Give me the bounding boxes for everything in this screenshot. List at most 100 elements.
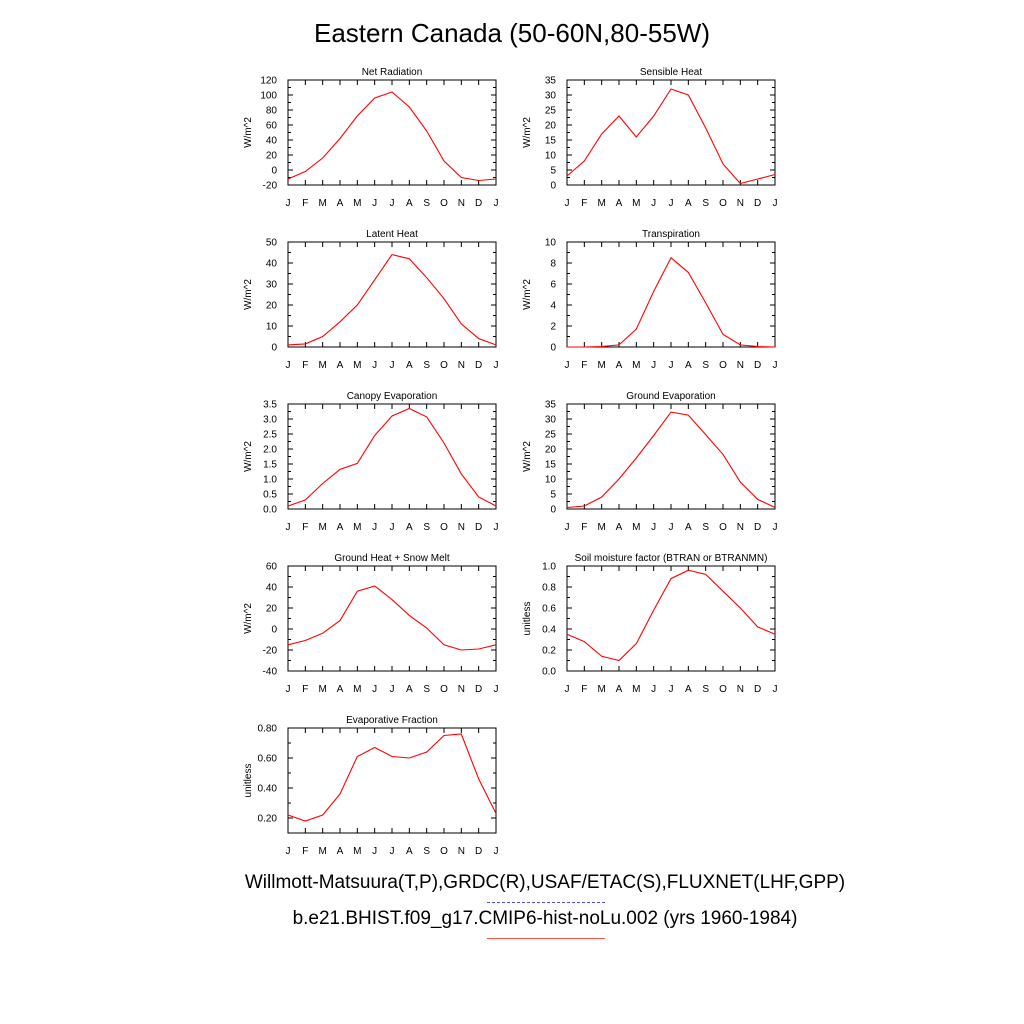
y-tick-label: 0.0 [542, 667, 556, 678]
x-tick-label: A [337, 846, 344, 857]
model-series-line [566, 569, 776, 662]
y-tick-label: 35 [545, 400, 557, 411]
x-tick-label: J [372, 198, 377, 209]
y-tick-label: 5 [550, 490, 556, 501]
x-tick-label: O [719, 684, 727, 695]
x-tick-label: F [302, 684, 308, 695]
x-tick-label: S [423, 522, 430, 533]
y-tick-label: 0 [271, 625, 277, 636]
y-tick-label: 4 [550, 301, 556, 312]
y-tick-label: 0.4 [542, 625, 556, 636]
y-tick-label: 1.0 [542, 562, 556, 573]
x-tick-label: M [318, 198, 326, 209]
x-tick-label: F [302, 522, 308, 533]
x-tick-label: A [406, 522, 413, 533]
y-tick-label: 20 [266, 301, 278, 312]
y-tick-label: 20 [545, 445, 557, 456]
y-tick-label: 0.20 [258, 814, 278, 825]
model-legend-swatch [487, 938, 605, 939]
x-tick-label: J [494, 846, 499, 857]
y-tick-label: 0 [550, 343, 556, 354]
panel-title: Soil moisture factor (BTRAN or BTRANMN) [575, 553, 768, 564]
y-tick-label: 10 [545, 238, 557, 249]
model-series-line [287, 91, 497, 182]
x-tick-label: S [702, 522, 709, 533]
figure-title: Eastern Canada (50-60N,80-55W) [314, 18, 710, 48]
plot-frame [287, 403, 497, 510]
x-tick-label: J [390, 846, 395, 857]
x-tick-label: D [475, 522, 482, 533]
x-tick-label: M [318, 846, 326, 857]
panel-9: J F M A M J J A S O N D J0.200.400.600.80Evaporative… [243, 715, 499, 857]
x-tick-label: J [494, 198, 499, 209]
x-tick-label: M [318, 360, 326, 371]
panel-title: Net Radiation [362, 67, 423, 78]
y-axis-label: W/m^2 [522, 441, 533, 472]
x-tick-label: N [737, 684, 744, 695]
y-tick-label: 15 [545, 460, 557, 471]
x-tick-label: M [353, 198, 361, 209]
x-tick-label: O [719, 198, 727, 209]
y-tick-label: 40 [266, 136, 278, 147]
y-tick-label: 2 [550, 322, 556, 333]
x-tick-label: D [475, 684, 482, 695]
x-tick-label: F [581, 522, 587, 533]
y-tick-label: -40 [263, 667, 278, 678]
y-tick-label: 0 [271, 343, 277, 354]
x-tick-label: N [737, 522, 744, 533]
y-tick-label: 1.0 [263, 475, 277, 486]
y-tick-label: 5 [550, 166, 556, 177]
x-tick-label: A [337, 522, 344, 533]
y-tick-label: 25 [545, 106, 557, 117]
x-tick-label: D [475, 846, 482, 857]
x-tick-label: J [773, 522, 778, 533]
x-tick-label: O [440, 198, 448, 209]
x-tick-label: D [475, 360, 482, 371]
x-tick-label: N [458, 684, 465, 695]
y-tick-label: -20 [263, 181, 278, 192]
x-tick-label: J [286, 522, 291, 533]
x-tick-label: S [423, 198, 430, 209]
panel-5: J F M A M J J A S O N D J0.00.51.01.52.02.53.03.5Can… [243, 391, 499, 533]
x-tick-label: O [440, 522, 448, 533]
x-tick-label: M [632, 360, 640, 371]
x-tick-label: S [702, 360, 709, 371]
x-tick-label: F [302, 846, 308, 857]
y-tick-label: 0.5 [263, 490, 277, 501]
x-tick-label: D [754, 198, 761, 209]
plot-frame [566, 79, 776, 186]
y-axis-label: W/m^2 [522, 279, 533, 310]
x-tick-label: D [754, 360, 761, 371]
x-tick-label: F [581, 684, 587, 695]
x-tick-label: J [773, 360, 778, 371]
y-tick-label: 0.8 [542, 583, 556, 594]
x-tick-label: J [286, 360, 291, 371]
y-tick-label: 60 [266, 562, 278, 573]
y-tick-label: 30 [266, 280, 278, 291]
x-tick-label: J [390, 684, 395, 695]
x-tick-label: M [632, 684, 640, 695]
x-tick-label: A [616, 522, 623, 533]
plot-frame [566, 565, 776, 672]
x-tick-label: O [440, 684, 448, 695]
y-tick-label: 0.60 [258, 754, 278, 765]
panel-title: Transpiration [642, 229, 700, 240]
x-tick-label: J [390, 360, 395, 371]
x-tick-label: J [286, 846, 291, 857]
x-tick-label: F [581, 360, 587, 371]
x-tick-label: A [685, 360, 692, 371]
x-tick-label: N [458, 522, 465, 533]
x-tick-label: J [372, 684, 377, 695]
x-tick-label: J [565, 522, 570, 533]
x-tick-label: J [565, 198, 570, 209]
x-tick-label: O [440, 360, 448, 371]
y-tick-label: 0 [550, 505, 556, 516]
x-tick-label: J [669, 684, 674, 695]
x-tick-label: A [406, 360, 413, 371]
x-tick-label: M [353, 846, 361, 857]
y-tick-label: 30 [545, 415, 557, 426]
y-tick-label: 60 [266, 121, 278, 132]
x-tick-label: J [494, 684, 499, 695]
x-tick-label: J [286, 198, 291, 209]
